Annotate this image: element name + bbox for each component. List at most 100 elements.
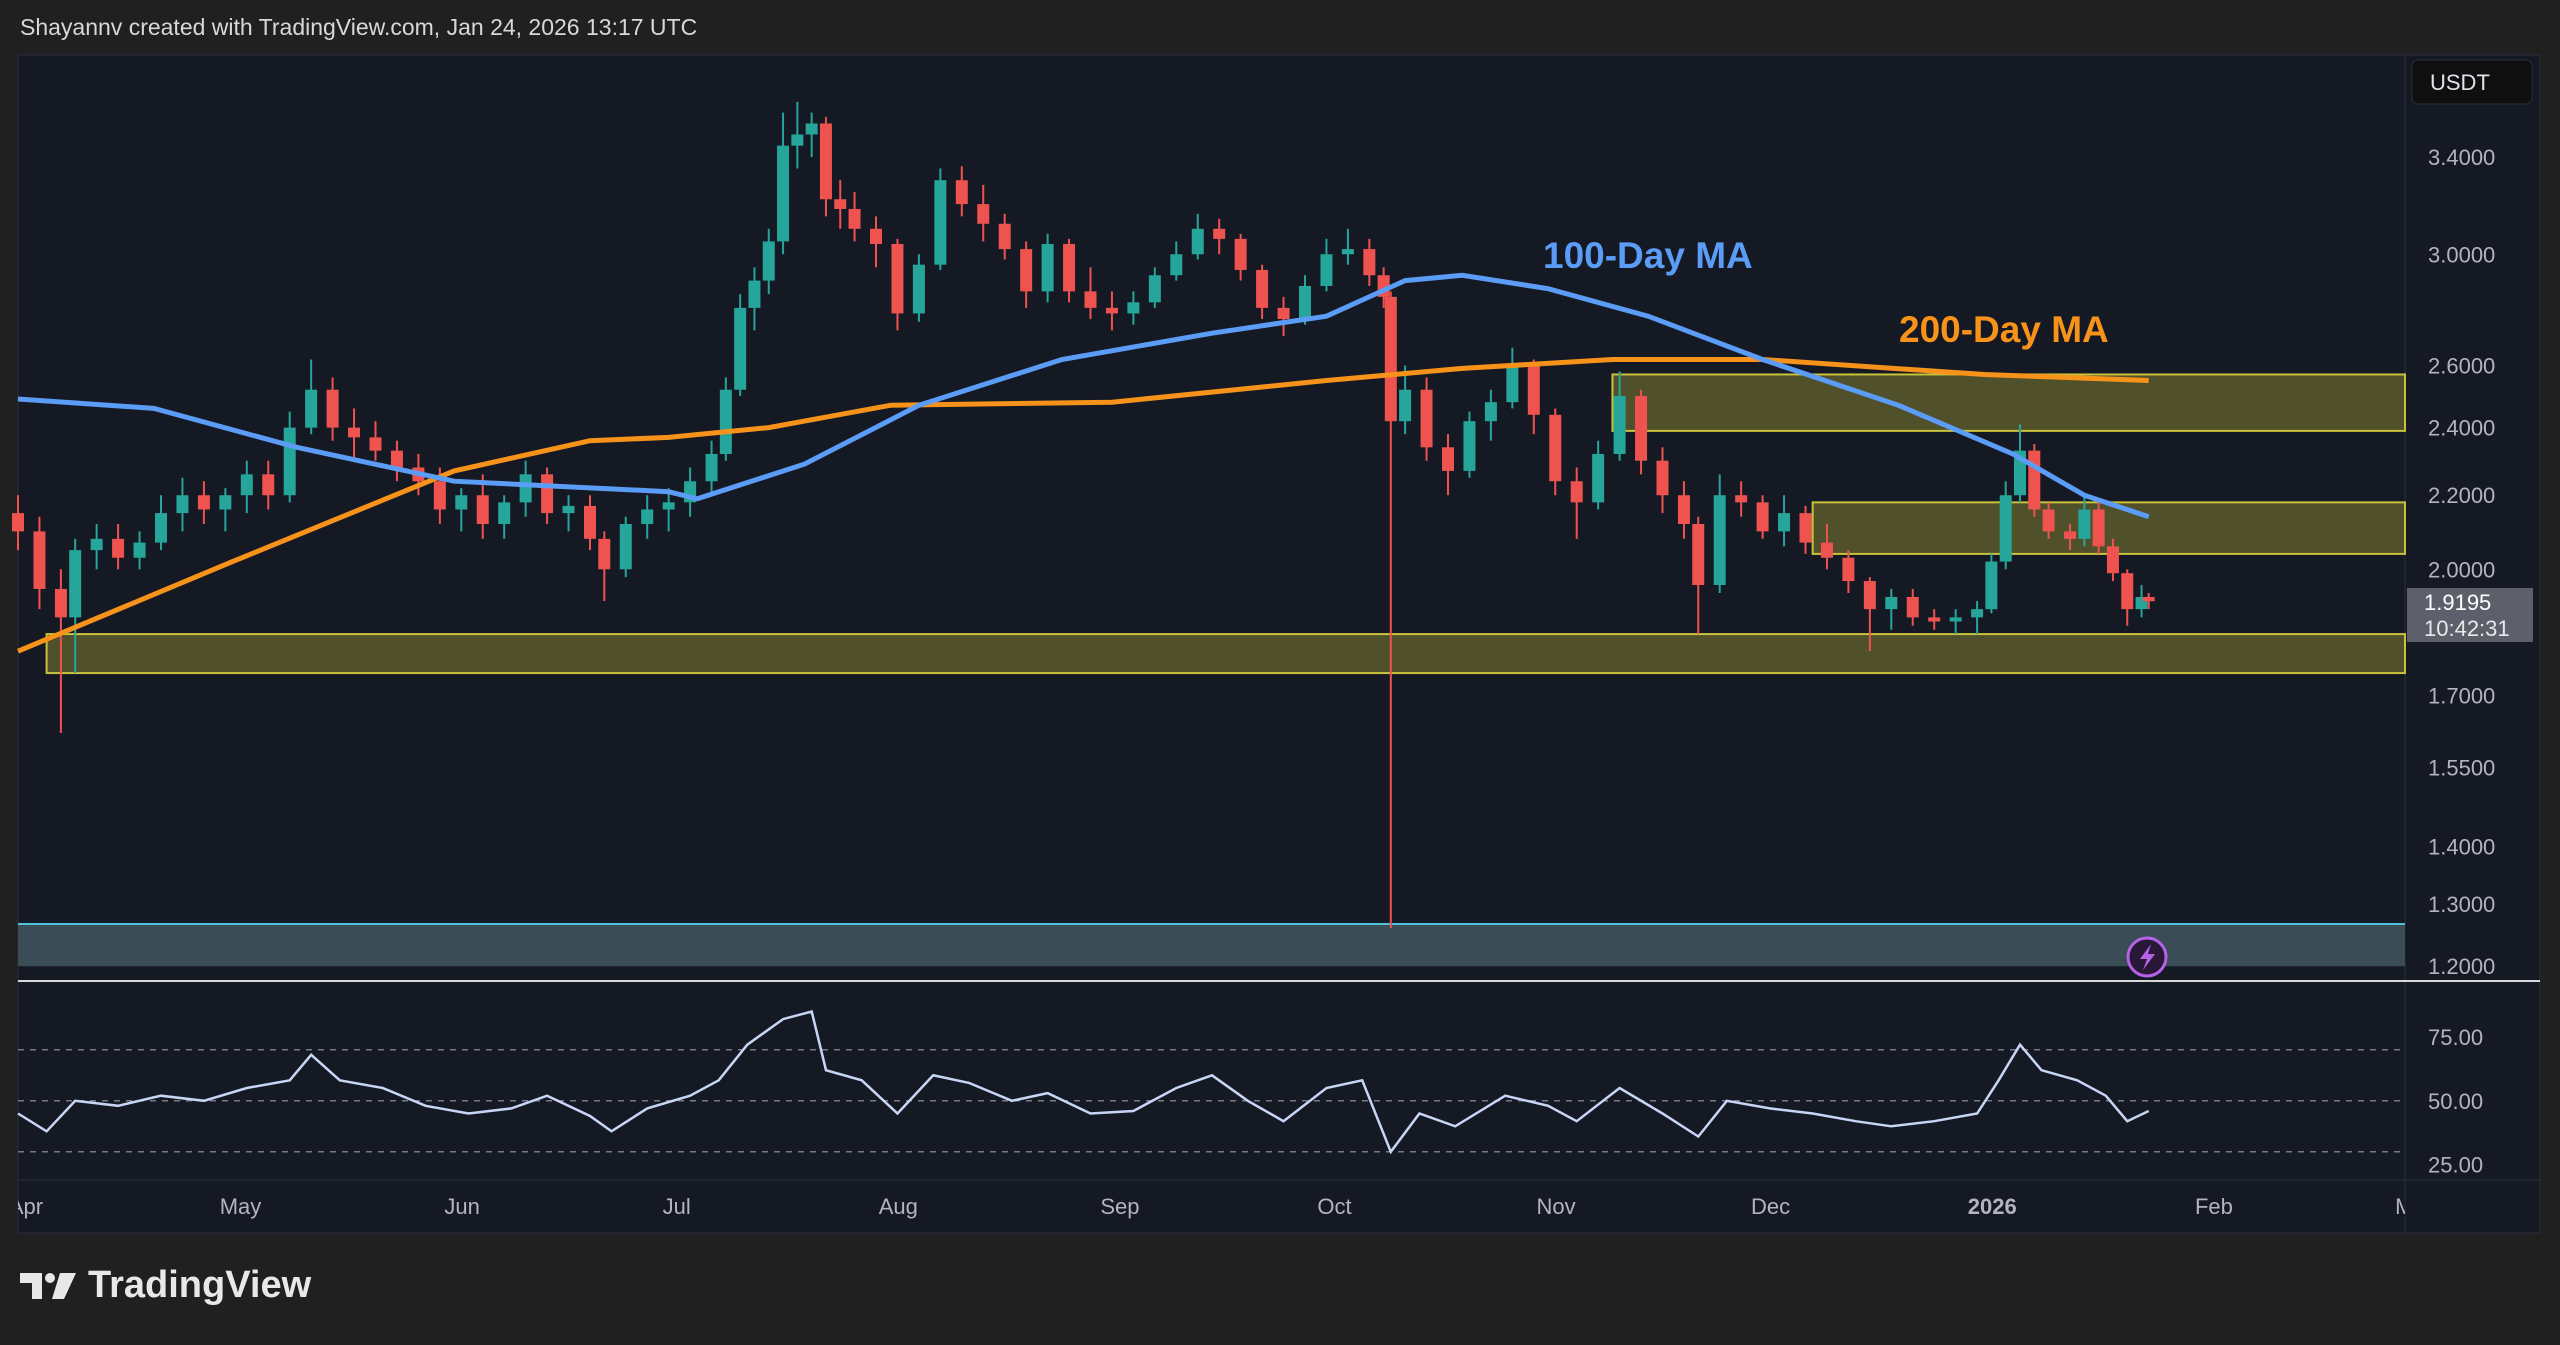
candle <box>2142 592 2155 610</box>
candle-body <box>1041 243 1054 292</box>
time-tick: Aug <box>879 1194 918 1219</box>
candle-body <box>1635 395 1648 461</box>
candle <box>1020 241 1033 308</box>
candle-body <box>348 427 361 438</box>
candle <box>1420 377 1433 461</box>
candle-body <box>1842 557 1855 582</box>
candle-body <box>1148 275 1161 303</box>
candle-body <box>1677 495 1690 525</box>
candle <box>848 192 861 242</box>
currency-button[interactable]: USDT <box>2411 59 2533 105</box>
candle-body <box>891 243 904 314</box>
candle-body <box>1885 596 1898 610</box>
candle <box>133 531 146 570</box>
candle-body <box>1420 389 1433 448</box>
candle <box>1999 481 2012 570</box>
candle <box>977 184 990 242</box>
candle <box>870 216 882 268</box>
ma100-line <box>17 272 2150 520</box>
candle <box>390 440 403 482</box>
rsi-axis[interactable]: 75.00 50.00 25.00 <box>2428 1025 2483 1178</box>
time-tick: Jun <box>444 1194 479 1219</box>
candle <box>1756 495 1769 539</box>
price-tick: 1.4000 <box>2428 834 2495 859</box>
candle <box>69 538 82 674</box>
ma100-label: 100-Day MA <box>1543 235 1753 276</box>
candle <box>1613 371 1626 461</box>
candle <box>2042 502 2055 539</box>
candle <box>891 238 904 331</box>
zones-layer <box>18 373 2406 967</box>
price-axis[interactable]: 3.4000 3.0000 2.6000 2.4000 2.2000 2.0000 1.70… <box>2428 145 2495 979</box>
candle <box>369 421 382 461</box>
candle-body <box>1277 307 1290 320</box>
candle <box>1735 481 1748 517</box>
candle <box>1592 440 1605 510</box>
ma200-label: 200-Day MA <box>1899 309 2109 350</box>
time-tick: Feb <box>2195 1194 2233 1219</box>
candle-body <box>819 123 832 200</box>
candle-body <box>1299 285 1311 320</box>
candle <box>12 495 24 551</box>
candle-body <box>584 505 596 539</box>
candle-body <box>1735 495 1748 503</box>
candle-body <box>934 180 947 265</box>
candle <box>33 516 46 610</box>
candle-body <box>12 513 24 532</box>
candle <box>791 101 804 169</box>
candle-body <box>455 495 468 510</box>
candle <box>834 180 847 229</box>
candle-body <box>2028 450 2041 510</box>
zone-2 <box>45 633 2406 675</box>
candle <box>1463 411 1476 478</box>
candle-body <box>1191 228 1204 255</box>
tradingview-logo[interactable]: TradingView <box>20 1264 311 1307</box>
candle <box>1527 359 1540 435</box>
candle <box>584 495 596 551</box>
candle-body <box>834 199 847 209</box>
candle <box>2028 443 2041 517</box>
candle-body <box>541 474 554 514</box>
rsi-tick: 75.00 <box>2428 1025 2483 1050</box>
candle <box>240 460 253 514</box>
time-tick: Dec <box>1751 1194 1790 1219</box>
lightning-icon[interactable] <box>2126 936 2168 978</box>
candle <box>1842 550 1855 593</box>
candle <box>197 481 210 525</box>
candle <box>1820 524 1833 570</box>
candle <box>498 495 511 539</box>
candle-body <box>1799 513 1812 543</box>
candle <box>734 294 747 396</box>
candle <box>2064 524 2077 551</box>
candle <box>519 460 532 517</box>
candle <box>1484 389 1497 441</box>
candle-body <box>1713 495 1726 585</box>
price-tick: 1.2000 <box>2428 954 2495 979</box>
candle-body <box>33 531 46 589</box>
candle-body <box>1399 389 1412 422</box>
candle-body <box>1570 481 1583 503</box>
candle-body <box>219 495 232 510</box>
candle-body <box>155 513 167 543</box>
candle <box>1713 474 1726 593</box>
time-axis[interactable]: Apr May Jun Jul Aug Sep Oct Nov Dec 2026 Feb Mar <box>9 1194 2433 1219</box>
candle <box>1549 408 1562 496</box>
candle <box>998 213 1011 260</box>
price-tick: 3.4000 <box>2428 145 2495 170</box>
candle-body <box>619 524 632 570</box>
candle <box>1677 481 1690 539</box>
last-price-label: 1.9195 10:42:31 <box>2407 588 2533 642</box>
price-tick: 1.3000 <box>2428 892 2495 917</box>
candle <box>819 116 832 217</box>
candle-body <box>1256 269 1269 308</box>
price-tick: 2.0000 <box>2428 557 2495 582</box>
candle <box>2121 569 2134 626</box>
candle-body <box>1484 402 1497 422</box>
candle-body <box>1105 307 1118 314</box>
candle <box>2078 495 2091 547</box>
candle-body <box>262 474 275 496</box>
candle-body <box>1949 617 1962 622</box>
price-tick: 2.2000 <box>2428 483 2495 508</box>
candle-body <box>1084 291 1097 308</box>
